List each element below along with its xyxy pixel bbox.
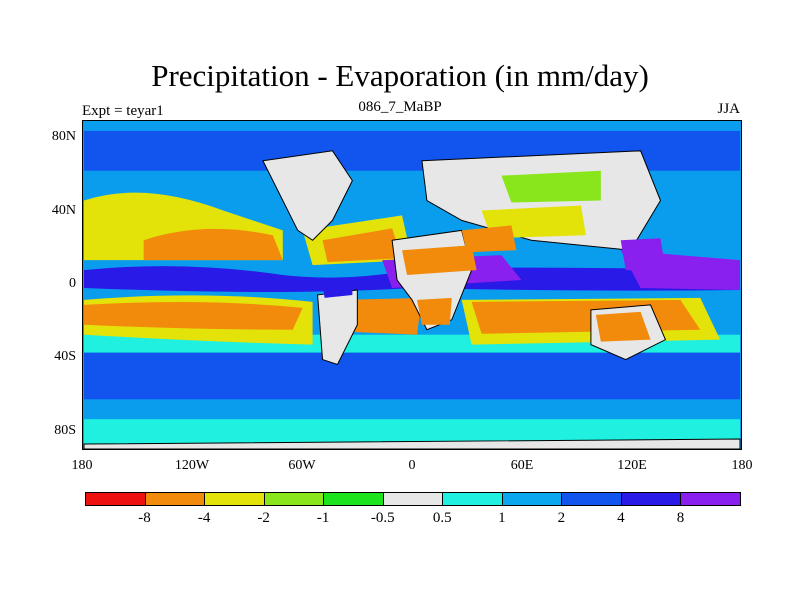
colorbar-label: 4	[617, 510, 625, 526]
colorbar-label: -8	[138, 510, 151, 526]
colorbar-swatch	[85, 492, 146, 506]
colorbar-label: 0.5	[432, 510, 452, 526]
colorbar-label: -0.5	[370, 510, 395, 526]
colorbar-swatch	[204, 492, 265, 506]
north-america-land	[262, 150, 353, 241]
colorbar-swatch	[680, 492, 741, 506]
lon-tick-label: 60E	[510, 458, 534, 473]
lat-tick-label: 40N	[51, 202, 76, 218]
colorbar-swatch	[263, 492, 325, 506]
colorbar-swatch	[144, 492, 206, 506]
lon-tick-label: 0	[408, 458, 416, 473]
lat-tick-label: 80S	[54, 422, 76, 438]
colorbar-swatch	[442, 492, 503, 506]
sahara-dry	[402, 245, 477, 276]
lon-tick-label: 120W	[174, 458, 210, 473]
indian-ocean-orange	[471, 299, 701, 334]
lon-tick-label: 120E	[617, 458, 647, 473]
south-africa-dry	[416, 297, 452, 325]
map-plot-area	[82, 120, 742, 450]
amazon-wet	[322, 278, 353, 298]
experiment-label: Expt = teyar1	[82, 103, 164, 119]
siberia-green	[501, 170, 601, 203]
precip-evap-map	[83, 121, 741, 449]
lon-tick-label: 180	[71, 458, 93, 473]
colorbar-label: 2	[557, 510, 566, 526]
colorbar-swatch	[620, 492, 682, 506]
lat-tick-label: 80N	[51, 129, 76, 145]
south-pacific-orange	[84, 302, 303, 330]
colorbar-swatch	[323, 492, 384, 506]
map-title: Precipitation - Evaporation (in mm/day)	[151, 58, 649, 93]
southern-storm-band	[84, 349, 740, 400]
colorbar-label: 8	[676, 510, 685, 526]
colorbar-swatch	[501, 492, 563, 506]
antarctica-land	[83, 438, 741, 449]
north-atlantic-orange	[322, 228, 403, 263]
colorbar-label: -4	[197, 510, 211, 526]
lon-tick-label: 180	[731, 458, 753, 473]
lat-tick-label: 40S	[54, 349, 76, 365]
lat-tick-label: 0	[69, 276, 76, 291]
australia-dry	[595, 311, 651, 342]
time-label: 086_7_MaBP	[358, 99, 442, 115]
colorbar-swatch	[382, 492, 444, 506]
colorbar-swatch	[561, 492, 622, 506]
colorbar-label: -1	[316, 510, 330, 526]
south-atlantic-orange	[342, 297, 422, 335]
colorbar-label: -2	[257, 510, 270, 526]
colorbar-label: 1	[498, 510, 506, 526]
lon-tick-label: 60W	[288, 458, 316, 473]
north-pacific-orange	[143, 228, 283, 261]
southeast-asia-wet	[620, 238, 666, 271]
arabia-dry	[461, 225, 517, 253]
season-label: JJA	[717, 101, 740, 117]
